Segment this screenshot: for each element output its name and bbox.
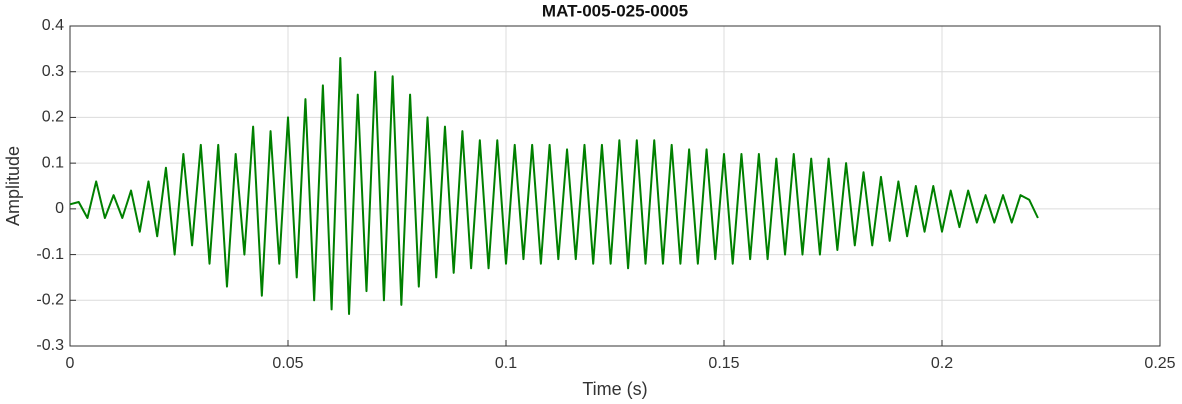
chart-title: MAT-005-025-0005 xyxy=(542,1,688,20)
plot-frame xyxy=(69,25,1161,347)
x-tick-label: 0 xyxy=(66,355,75,372)
y-tick-label: 0.4 xyxy=(42,17,64,34)
y-tick-label: -0.2 xyxy=(36,292,64,309)
y-axis-label: Amplitude xyxy=(3,146,23,226)
y-tick-label: -0.3 xyxy=(36,337,64,354)
y-tick-label: 0 xyxy=(55,200,64,217)
y-tick-label: 0.3 xyxy=(42,63,64,80)
y-tick-label: 0.1 xyxy=(42,154,64,171)
x-tick-label: 0.05 xyxy=(272,355,303,372)
y-tick-label: -0.1 xyxy=(36,246,64,263)
x-tick-label: 0.15 xyxy=(708,355,739,372)
y-tick-label: 0.2 xyxy=(42,109,64,126)
x-axis-label: Time (s) xyxy=(582,379,647,399)
x-tick-label: 0.2 xyxy=(931,355,953,372)
x-tick-label: 0.25 xyxy=(1144,355,1175,372)
x-tick-label: 0.1 xyxy=(495,355,517,372)
signal-line xyxy=(69,57,1039,315)
